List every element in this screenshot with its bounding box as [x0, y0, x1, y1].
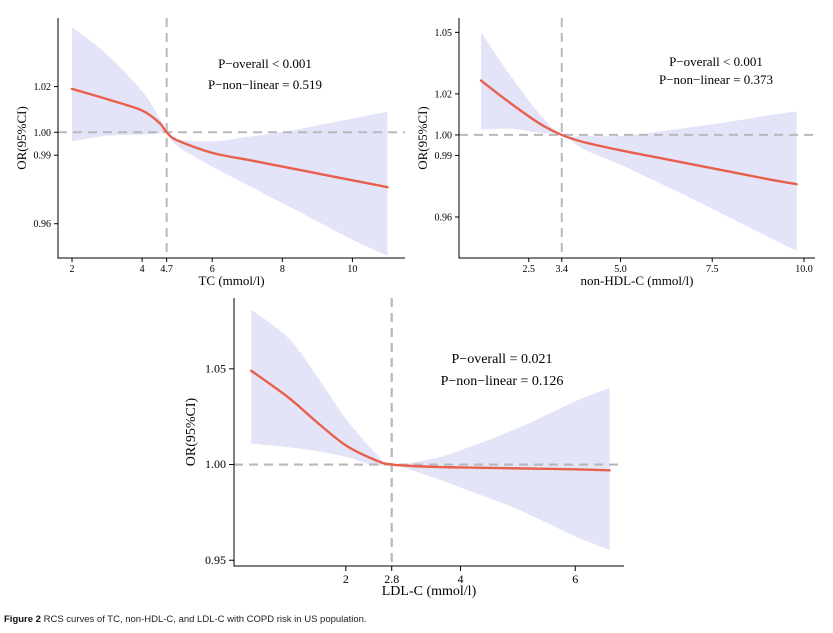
- y-axis-title: OR(95%CI): [415, 106, 430, 170]
- p-overall-annotation: P−overall < 0.001: [218, 56, 312, 71]
- p-overall-annotation: P−overall < 0.001: [669, 54, 763, 69]
- x-tick-label: 8: [280, 264, 285, 275]
- caption-label: Figure 2: [4, 614, 41, 625]
- y-tick-label: 1.05: [435, 28, 453, 39]
- y-tick-label: 0.99: [34, 151, 52, 162]
- p-non-linear-annotation: P−non−linear = 0.519: [208, 77, 322, 92]
- or-curve: [70, 87, 389, 189]
- confidence-band: [251, 309, 610, 550]
- p-non-linear-annotation: P−non−linear = 0.373: [659, 72, 773, 87]
- panel-tc: 0.96 0.99 1.00 1.02 2 4 4.7 6 8 10 TC (mmol/l) OR(9…: [14, 18, 405, 288]
- figure-caption: Figure 2 RCS curves of TC, non-HDL-C, an…: [4, 614, 367, 625]
- x-tick-label: 6: [210, 264, 215, 275]
- or-curve: [250, 369, 611, 472]
- x-tick-label: 3.4: [556, 264, 569, 275]
- p-non-linear-annotation: P−non−linear = 0.126: [441, 374, 564, 389]
- confidence-band: [481, 32, 797, 251]
- y-tick-label: 0.96: [435, 212, 453, 223]
- x-tick-label: 6: [572, 572, 578, 586]
- y-tick-label: 1.02: [435, 89, 453, 100]
- x-tick-label: 5.0: [614, 264, 627, 275]
- confidence-band: [72, 27, 388, 256]
- y-tick-label: 1.00: [205, 457, 226, 471]
- x-tick-label: 2: [343, 572, 349, 586]
- y-axis-title: OR(95%CI): [14, 106, 29, 170]
- x-axis-title: TC (mmol/l): [198, 273, 264, 288]
- x-tick-label: 10.0: [795, 264, 813, 275]
- panel-ldl-c: 0.95 1.00 1.05 2 2.8 4 6 LDL-C (mmol/l) OR(95%CI…: [184, 298, 624, 599]
- y-tick-label: 0.96: [34, 219, 52, 230]
- y-tick-label: 0.99: [435, 151, 453, 162]
- or-curve: [479, 79, 798, 186]
- x-tick-label: 10: [347, 264, 357, 275]
- panel-non-hdl-c: 0.96 0.99 1.00 1.02 1.05 2.5 3.4 5.0 7.5 10.0 non-…: [415, 18, 815, 288]
- y-tick-label: 1.00: [34, 128, 52, 139]
- x-tick-label: 2.8: [384, 572, 399, 586]
- x-tick-label: 7.5: [706, 264, 719, 275]
- y-tick-label: 1.00: [435, 130, 453, 141]
- caption-text: RCS curves of TC, non-HDL-C, and LDL-C w…: [43, 614, 367, 625]
- x-tick-label: 2.5: [522, 264, 535, 275]
- y-tick-label: 1.05: [205, 361, 226, 375]
- x-tick-label: 4: [140, 264, 145, 275]
- x-axis-title: non-HDL-C (mmol/l): [580, 273, 693, 288]
- y-axis-title: OR(95%CI): [184, 397, 199, 466]
- y-tick-label: 0.95: [205, 553, 226, 567]
- x-tick-label: 2: [70, 264, 75, 275]
- x-axis-title: LDL-C (mmol/l): [382, 584, 477, 599]
- x-tick-label: 4: [458, 572, 464, 586]
- y-tick-label: 1.02: [34, 82, 52, 93]
- x-tick-label: 4.7: [160, 264, 173, 275]
- p-overall-annotation: P−overall = 0.021: [452, 352, 553, 367]
